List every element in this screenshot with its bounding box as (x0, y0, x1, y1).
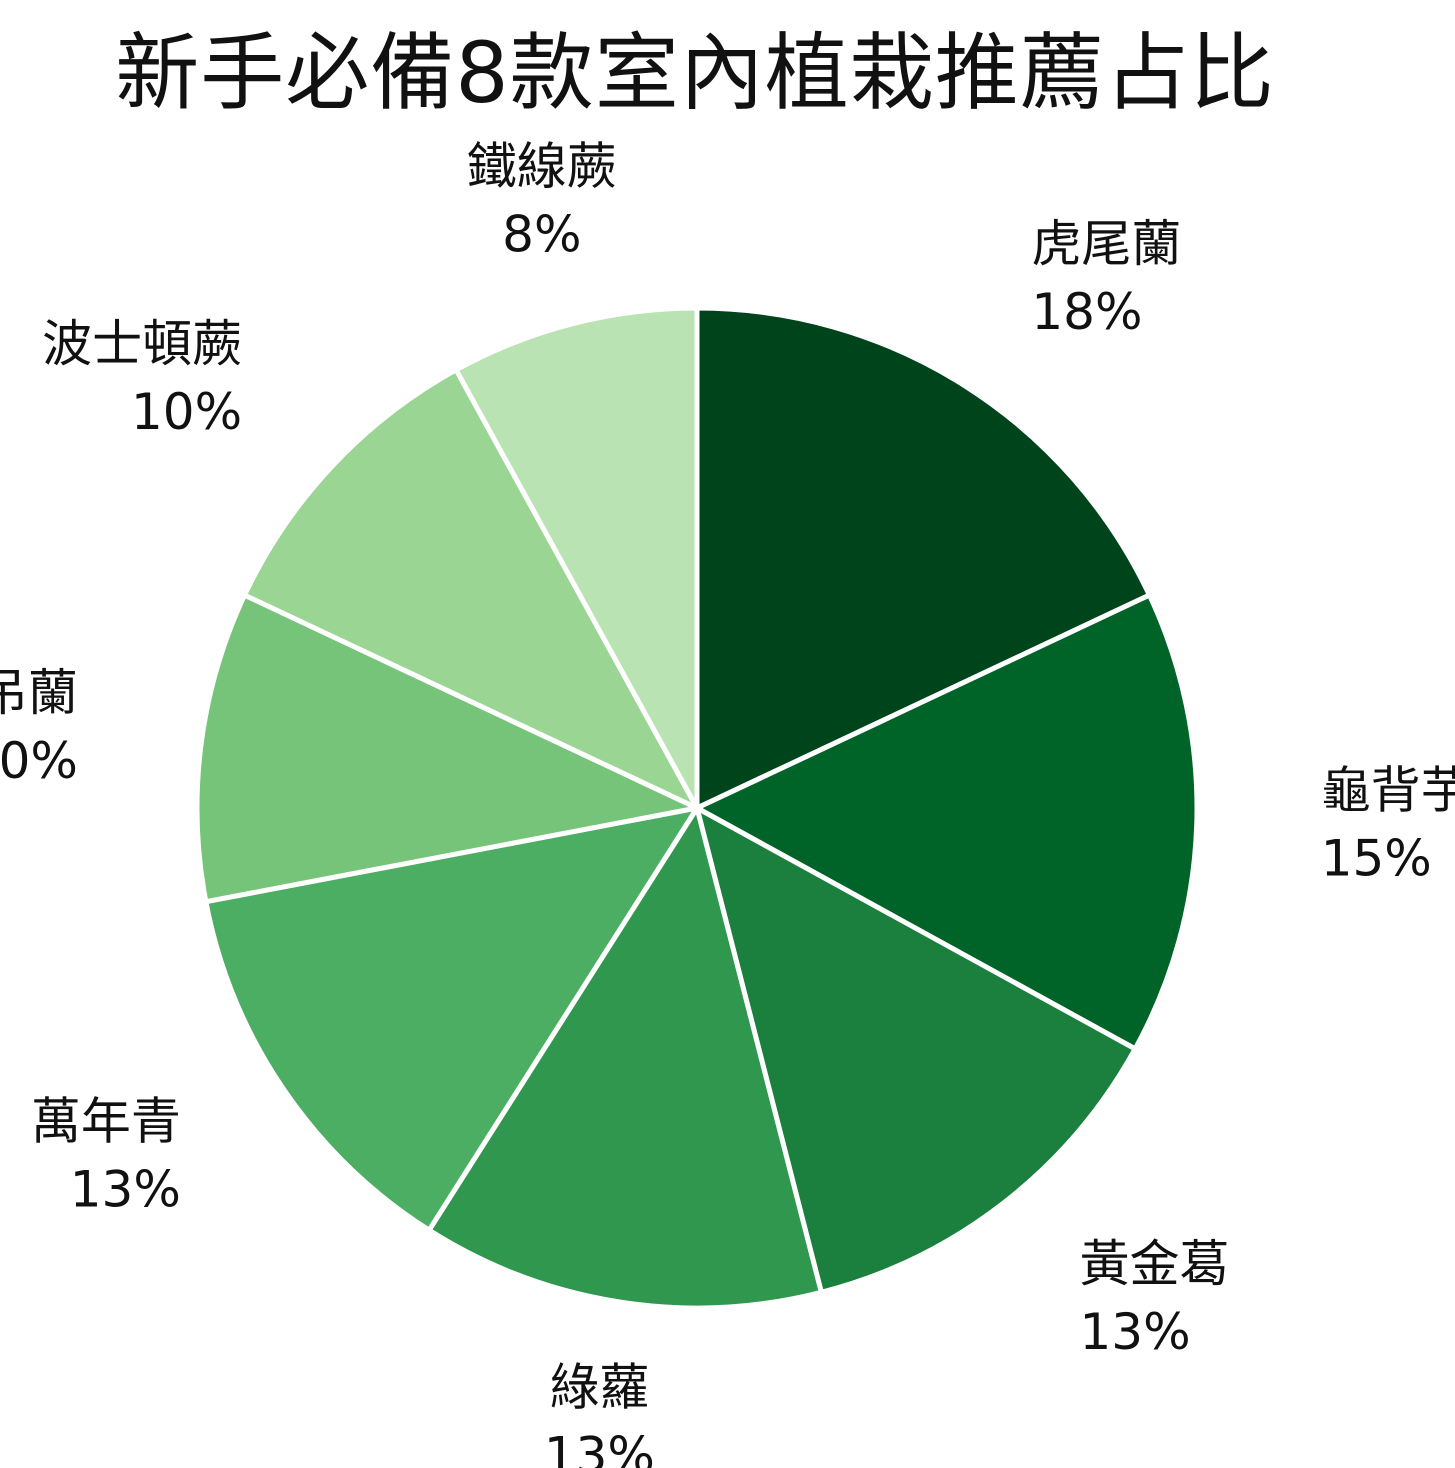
pie-slice (694, 592, 1200, 1052)
slice-name-label: 鐵線蕨 (467, 138, 617, 196)
slice-name-label: 吊蘭 (0, 664, 78, 722)
slice-name-label: 萬年青 (31, 1093, 181, 1151)
slice-percent-label: 13% (544, 1426, 655, 1468)
slice-percent-label: 10% (131, 383, 242, 441)
slice-name-label: 綠蘿 (549, 1358, 649, 1416)
slice-percent-label: 18% (1031, 283, 1142, 341)
pie-slice (242, 367, 700, 811)
slice-percent-label: 13% (70, 1161, 181, 1219)
pie-slice (194, 592, 700, 905)
slice-name-label: 黃金葛 (1079, 1235, 1229, 1293)
slice-percent-label: 15% (1321, 830, 1432, 888)
pie-slice (694, 305, 1152, 811)
slice-percent-label: 13% (1079, 1303, 1190, 1361)
pie-labels: 虎尾蘭 18% 龜背芋 15% 黃金葛 13% 綠蘿 13% 萬年青 13% 吊蘭 10% 波士頓蕨 10… (0, 138, 1455, 1468)
slice-percent-label: 10% (0, 732, 78, 790)
slice-name-label: 龜背芋 (1321, 762, 1455, 820)
slice-percent-label: 8% (502, 206, 581, 264)
slice-name-label: 波士頓蕨 (42, 315, 242, 373)
chart-title: 新手必備8款室內植栽推薦占比 (115, 24, 1275, 122)
pie-slice (453, 305, 700, 811)
slice-name-label: 虎尾蘭 (1031, 215, 1181, 273)
pie-slice (426, 805, 824, 1311)
pie-slice (694, 805, 1138, 1295)
pie-slices (194, 305, 1200, 1311)
pie-slice (203, 805, 700, 1233)
